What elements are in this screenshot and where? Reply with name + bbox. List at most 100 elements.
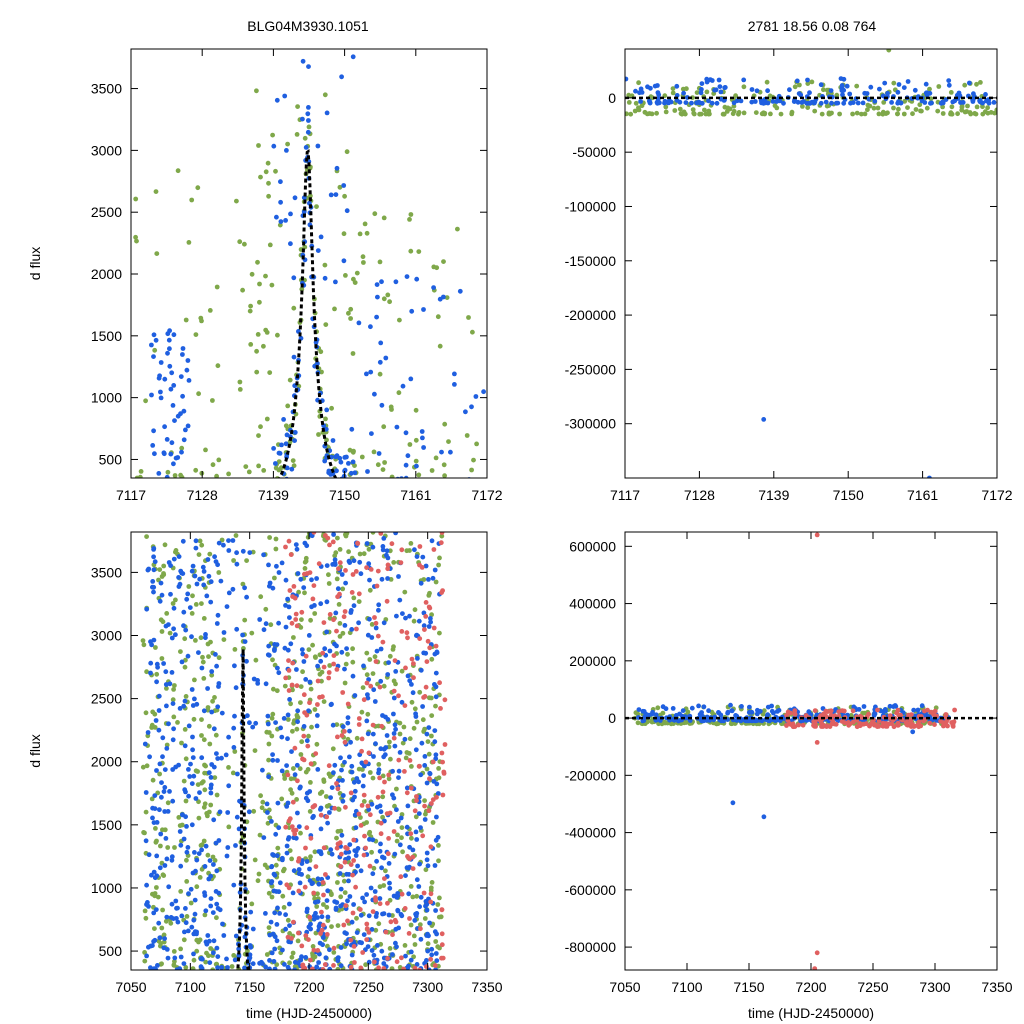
KMTS-point [216,570,222,575]
KMTA-point [313,751,319,756]
KMTC-point [386,861,392,866]
KMTS-point [132,518,137,523]
KMTC-point [278,725,283,731]
KMTS-point [264,729,270,735]
KMTS-point [324,803,330,809]
KMTS-point [302,566,308,571]
KMTS-point [436,562,441,568]
KMTC-point [156,727,162,733]
KMTS-point [249,539,254,544]
KMTC-point [175,507,180,512]
KMTC-point [150,584,155,590]
KMTC-point [341,511,346,516]
KMTC-point [208,579,214,585]
KMTS-point [157,771,163,777]
KMTC-point [176,584,182,589]
KMTS-point [902,98,908,104]
KMTS-point [207,308,213,313]
KMTS-point [281,526,286,531]
KMTC-point [424,907,430,913]
KMTS-point [193,332,199,337]
KMTC-point [416,884,422,889]
KMTC-point [885,90,890,96]
KMTS-point [264,952,270,957]
KMTC-point [392,851,398,857]
KMTC-point [173,517,178,522]
KMTS-point [406,510,411,515]
KMTC-point [355,863,360,869]
KMTS-point [216,655,222,661]
KMTA-point [385,566,391,572]
KMTC-point [144,606,150,612]
KMTA-point [417,636,423,641]
KMTA-point [858,723,863,728]
KMTC-point [352,470,358,476]
KMTS-point [183,317,189,323]
KMTC-point [267,932,273,938]
KMTC-point [433,908,438,913]
KMTC-point [161,789,167,794]
KMTS-point [422,798,427,803]
KMTC-point [393,532,398,536]
KMTC-point [376,767,382,773]
KMTC-point [144,882,150,888]
KMTC-point [407,678,413,684]
KMTS-point [312,611,318,616]
KMTS-point [273,862,279,868]
KMTC-point [414,877,420,883]
KMTA-point [394,959,400,965]
KMTC-point [274,938,280,944]
KMTS-point [171,949,177,954]
KMTC-point [151,939,157,944]
KMTC-point [234,814,240,820]
KMTC-point [666,100,671,106]
KMTC-point [423,515,428,520]
KMTC-point [422,817,428,822]
KMTS-point [143,542,148,547]
KMTC-point [433,670,439,676]
KMTC-point [323,955,329,961]
KMTS-point [225,1016,230,1021]
KMTS-point [196,552,202,557]
KMTA-point [324,814,330,820]
KMTS-point [266,741,272,747]
KMTC-point [187,774,193,779]
KMTS-point [223,1009,228,1014]
KMTC-point [164,856,170,862]
KMTA-point [384,598,390,604]
KMTC-point [423,903,428,909]
KMTC-point [146,904,151,909]
KMTC-point [163,682,169,687]
KMTC-point [156,486,161,491]
KMTS-point [345,651,350,657]
plot-frame [130,48,488,479]
KMTC-point [171,332,177,338]
KMTS-point [425,556,430,561]
KMTC-point [394,613,399,619]
KMTC-point [477,552,482,557]
KMTS-point [179,445,185,451]
KMTS-point [323,494,328,499]
KMTC-point [441,294,446,300]
KMTS-point [344,514,349,519]
KMTS-point [184,914,190,919]
KMTC-point [423,563,429,569]
KMTC-point [281,417,286,422]
KMTA-point [311,890,317,896]
KMTC-point [265,713,271,719]
KMTC-point [319,914,325,920]
KMTS-point [411,725,417,731]
KMTS-point [409,835,414,841]
KMTS-point [312,654,318,660]
KMTC-point [795,99,801,105]
KMTS-point [269,282,275,288]
KMTC-point [847,91,853,97]
KMTC-point [214,621,220,626]
KMTC-point [164,581,169,586]
KMTC-point [272,946,278,952]
KMTS-point [728,721,734,727]
KMTS-point [154,838,159,844]
KMTC-point [322,458,328,464]
KMTS-point [764,79,770,85]
KMTS-point [896,106,901,112]
